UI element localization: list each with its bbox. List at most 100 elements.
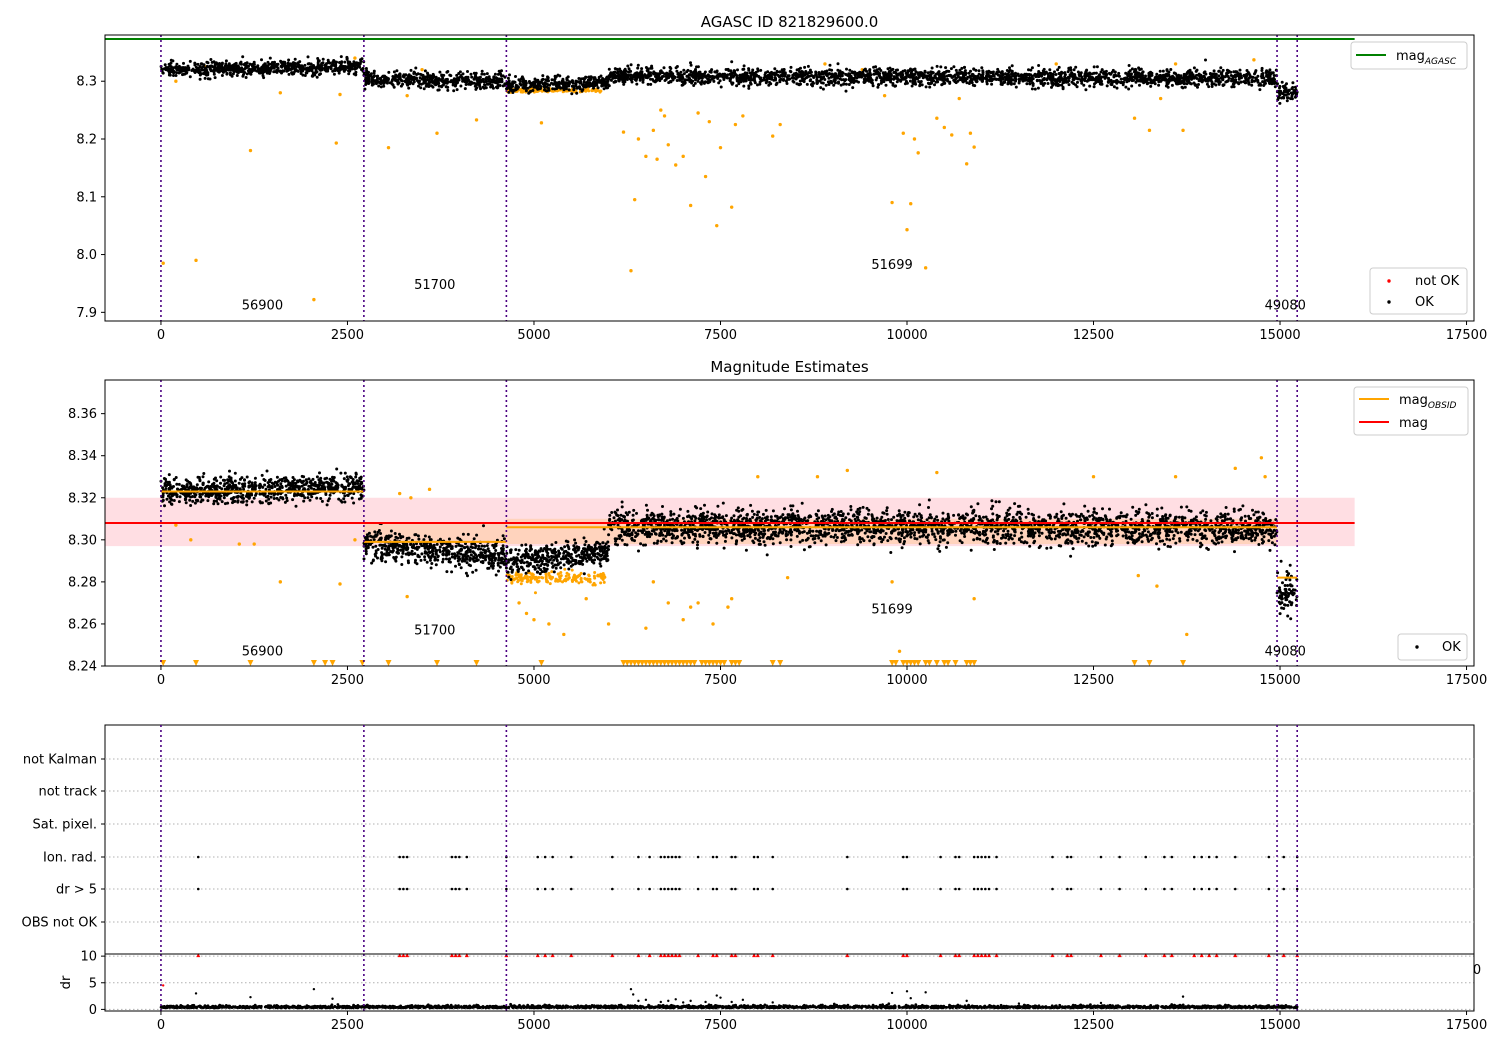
ok-data-point (692, 84, 696, 87)
ok-data-point (1157, 83, 1161, 87)
ok-data-point (263, 68, 267, 72)
ok-data-point (847, 83, 851, 86)
orange-outlier-point (666, 601, 670, 605)
ok-data-point (541, 77, 545, 81)
orange-band-point (567, 573, 571, 577)
ok-data-point (1116, 74, 1120, 78)
ok-data-point (325, 503, 329, 507)
ok-data-point (1134, 74, 1138, 78)
ok-data-point (762, 76, 766, 80)
ok-data-point (428, 74, 432, 78)
ok-data-point (1007, 76, 1011, 80)
ok-data-point (1050, 80, 1054, 83)
orange-outlier-point (405, 594, 409, 599)
ok-data-point (225, 72, 229, 76)
ok-data-point (1053, 70, 1056, 74)
ok-data-point (437, 88, 441, 92)
ok-data-point (520, 77, 524, 81)
ok-data-point (908, 79, 912, 83)
ok-data-point (188, 75, 192, 79)
ok-data-point (543, 85, 547, 89)
orange-outlier-point (420, 67, 424, 72)
ok-data-point (824, 83, 828, 87)
ok-data-point (431, 76, 435, 80)
orange-outlier-point (636, 137, 641, 141)
ok-data-point (341, 485, 345, 489)
ok-data-point (1067, 66, 1071, 70)
orange-outlier-point (703, 174, 708, 179)
ok-data-point (783, 74, 787, 78)
ok-data-point (1119, 81, 1123, 85)
ok-data-point (261, 74, 265, 78)
ok-data-point (1080, 81, 1084, 85)
ok-data-point (294, 504, 298, 508)
ok-data-point (1115, 81, 1119, 85)
ok-data-point (697, 76, 701, 80)
ok-data-point (739, 74, 743, 78)
ok-data-point (893, 70, 897, 74)
ok-data-point (423, 69, 427, 73)
ok-data-point (952, 65, 956, 69)
ok-data-point (163, 504, 166, 508)
ok-data-point (216, 69, 220, 73)
ok-data-point (935, 64, 939, 68)
ok-data-point (1287, 88, 1291, 92)
ok-data-point (926, 78, 930, 81)
ok-data-point (1204, 58, 1207, 62)
ok-data-point (1220, 72, 1223, 76)
ok-data-point (765, 75, 769, 79)
ok-data-point (1099, 70, 1103, 74)
ok-data-point (286, 68, 290, 72)
x-tick-label: 5000 (517, 328, 550, 343)
ok-data-point (1086, 74, 1090, 78)
ok-data-point (1105, 84, 1109, 88)
ok-data-point (1197, 83, 1200, 86)
ok-data-point (169, 65, 173, 69)
ok-data-point (253, 481, 257, 485)
ok-data-point (511, 91, 515, 94)
orange-outlier-point (189, 538, 193, 542)
ok-data-point (1102, 72, 1105, 75)
ok-data-point (624, 69, 628, 73)
orange-outlier-point (161, 261, 165, 265)
ok-data-point (1247, 72, 1251, 76)
ok-data-point (930, 80, 934, 84)
ok-data-point (413, 71, 417, 75)
ok-data-point (572, 88, 576, 92)
ok-data-point (226, 68, 230, 72)
ok-data-point (905, 73, 909, 77)
ok-data-point (877, 74, 881, 77)
ok-data-point (1226, 79, 1230, 83)
ok-data-point (1054, 73, 1058, 76)
ok-data-point (279, 59, 283, 63)
ok-data-point (1271, 71, 1275, 75)
ok-data-point (1210, 73, 1214, 76)
obsid-label: 51699 (871, 258, 912, 273)
ok-data-point (1106, 80, 1110, 84)
ok-data-point (1035, 78, 1039, 82)
ok-data-point (287, 481, 291, 485)
ok-data-point (1273, 85, 1277, 89)
ok-data-point (561, 86, 565, 90)
ok-data-point (344, 68, 347, 72)
ok-data-point (785, 82, 789, 85)
ok-data-point (1057, 65, 1061, 69)
ok-data-point (937, 76, 941, 80)
ok-data-point (484, 86, 488, 90)
orange-band-point (533, 591, 537, 595)
ok-data-point (391, 78, 394, 82)
ok-data-point (1096, 78, 1100, 82)
ok-data-point (507, 86, 511, 90)
ok-data-point (1113, 70, 1117, 74)
ok-data-point (775, 81, 779, 85)
ok-data-point (627, 67, 631, 71)
ok-data-point (193, 501, 197, 505)
orange-outlier-point (688, 203, 693, 208)
ok-data-point (240, 496, 244, 500)
ok-data-point (1250, 80, 1254, 84)
ok-data-point (270, 481, 274, 485)
ok-data-point (205, 484, 209, 488)
ok-data-point (1021, 75, 1025, 79)
ok-data-point (212, 72, 216, 76)
ok-data-point (697, 72, 700, 76)
